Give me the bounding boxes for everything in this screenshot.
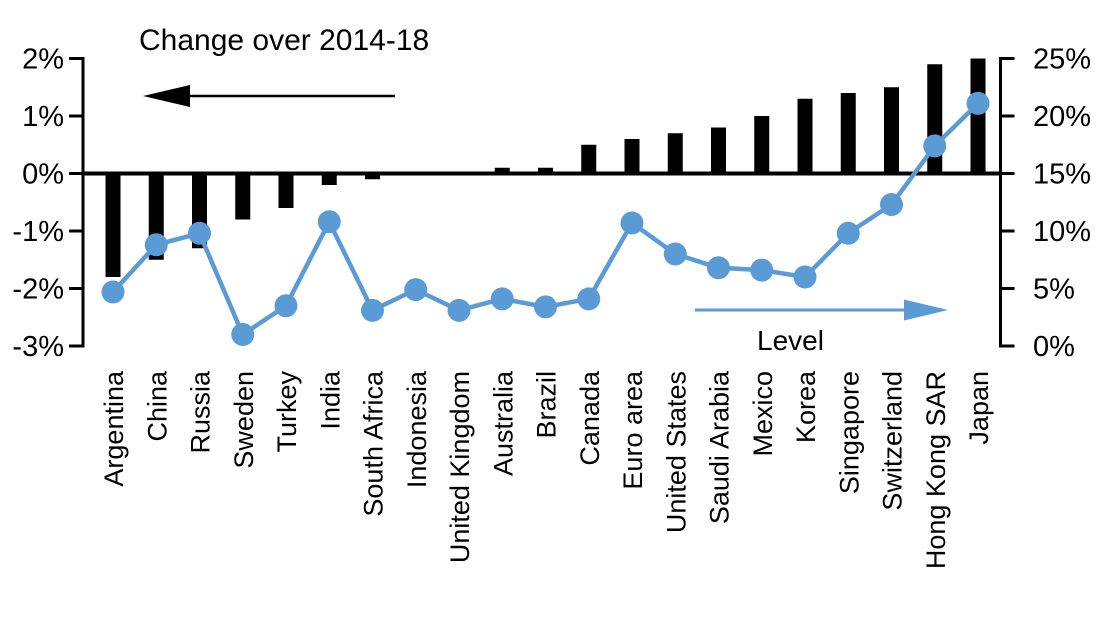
left-axis-tick-label: -2% [12, 274, 64, 306]
x-label-sweden: Sweden [229, 371, 259, 469]
bar-switzerland [884, 87, 899, 174]
right-axis-tick-label: 25% [1033, 44, 1091, 76]
x-label-china: China [142, 370, 172, 442]
bar-india [321, 173, 337, 185]
bar-turkey [278, 173, 294, 208]
dot-brazil [534, 295, 557, 319]
chart-annotation-change-over-2014-18: Change over 2014-18 [139, 24, 430, 57]
x-label-saudi-arabia: Saudi Arabia [705, 370, 735, 524]
dot-south-africa [361, 298, 384, 322]
dot-singapore [836, 221, 860, 245]
x-label-indonesia: Indonesia [402, 370, 432, 488]
x-label-united-states: United States [661, 371, 691, 533]
left-axis-tick-label: 0% [22, 159, 64, 191]
dot-euro-area [620, 211, 644, 235]
x-label-turkey: Turkey [272, 371, 302, 453]
bar-brazil [538, 167, 553, 174]
x-label-euro-area: Euro area [618, 370, 648, 490]
bar-euro-area [624, 139, 640, 174]
change-arrow-icon [143, 85, 190, 107]
dot-australia [490, 287, 514, 311]
right-axis-tick-label: 10% [1033, 216, 1091, 248]
dot-china [144, 233, 168, 257]
x-label-australia: Australia [488, 370, 518, 476]
bar-sweden [235, 173, 251, 220]
x-label-korea: Korea [791, 370, 821, 443]
dot-saudi-arabia [707, 256, 730, 280]
dot-united-states [663, 242, 687, 266]
dot-korea [793, 265, 817, 289]
bar-south-africa [365, 173, 380, 180]
x-label-singapore: Singapore [834, 371, 864, 494]
x-label-japan: Japan [964, 371, 994, 445]
x-label-canada: Canada [575, 370, 605, 466]
x-label-argentina: Argentina [99, 370, 129, 487]
dot-indonesia [404, 278, 428, 302]
bar-saudi-arabia [711, 127, 726, 174]
bar-japan [970, 58, 986, 174]
bar-korea [797, 98, 813, 174]
bar-mexico [754, 116, 770, 174]
x-label-brazil: Brazil [532, 371, 562, 439]
x-label-mexico: Mexico [748, 371, 778, 457]
dot-canada [577, 287, 601, 311]
left-axis-tick-label: 1% [22, 101, 64, 133]
x-label-united-kingdom: United Kingdom [445, 371, 475, 563]
dot-sweden [231, 323, 255, 346]
dot-russia [188, 221, 211, 245]
right-axis-tick-label: 5% [1033, 274, 1075, 306]
bar-united-states [667, 133, 683, 174]
dot-argentina [101, 280, 125, 304]
x-label-south-africa: South Africa [359, 370, 389, 517]
dot-japan [966, 91, 990, 115]
dot-india [317, 210, 341, 234]
x-label-hong-kong-sar: Hong Kong SAR [921, 371, 951, 569]
x-label-russia: Russia [186, 370, 216, 454]
dot-turkey [274, 294, 298, 318]
chart-annotation-level: Level [757, 325, 824, 356]
dot-united-kingdom [447, 298, 471, 322]
dot-mexico [750, 258, 774, 282]
bar-australia [494, 167, 510, 174]
left-axis-tick-label: 2% [22, 44, 64, 76]
bar-canada [581, 144, 597, 174]
right-axis-tick-label: 0% [1033, 331, 1075, 363]
right-axis-tick-label: 15% [1033, 159, 1091, 191]
x-label-switzerland: Switzerland [878, 371, 908, 511]
dot-switzerland [880, 193, 903, 217]
level-arrow-icon [904, 299, 948, 321]
dot-hong-kong-sar [923, 134, 947, 158]
right-axis-tick-label: 20% [1033, 101, 1091, 133]
bar-argentina [105, 173, 121, 277]
x-label-india: India [315, 370, 345, 430]
bar-singapore [840, 93, 856, 174]
left-axis-tick-label: -3% [12, 331, 64, 363]
left-axis-tick-label: -1% [12, 216, 64, 248]
